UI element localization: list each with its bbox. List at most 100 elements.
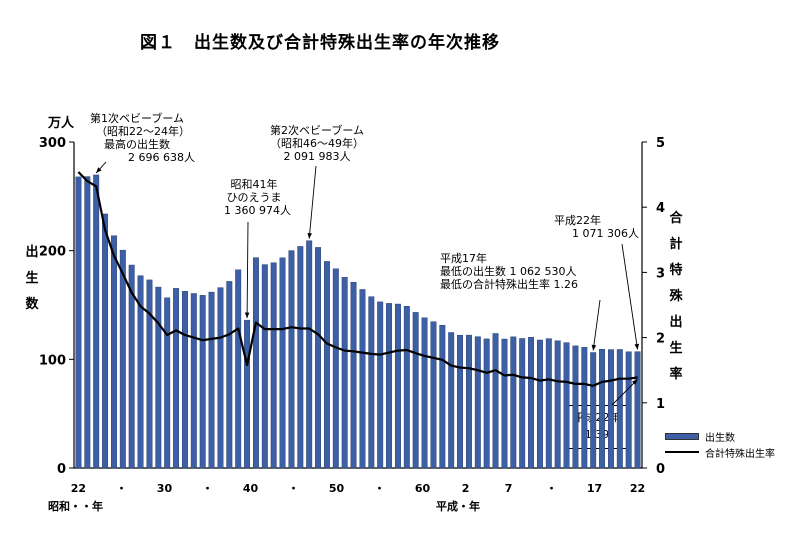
bar-S42 xyxy=(252,257,259,469)
bar-S48 xyxy=(306,240,313,469)
x-tick-label: 2 xyxy=(462,482,470,495)
bar-S50 xyxy=(323,261,330,469)
arrow-h22-rate xyxy=(611,379,638,406)
x-tick-label: ・ xyxy=(546,482,557,495)
bar-H21 xyxy=(625,351,632,469)
left-tick-label: 200 xyxy=(39,245,66,260)
bar-S24 xyxy=(93,174,100,469)
bar-S54 xyxy=(359,289,366,469)
right-tick-label: 3 xyxy=(656,266,665,281)
bar-S46 xyxy=(288,250,295,469)
arrow-h17 xyxy=(592,299,601,351)
bar-H7 xyxy=(501,338,508,469)
annotation-boom2: 第2次ベビーブーム （昭和46～49年） 2 091 983人 xyxy=(269,124,364,163)
bar-H10 xyxy=(528,337,535,469)
bar-H20 xyxy=(616,349,623,469)
left-tick-label: 300 xyxy=(39,136,66,151)
annotation-boom1: 第1次ベビーブーム （昭和22～24年） 最高の出生数 2 696 638人 xyxy=(90,112,195,164)
bar-S43 xyxy=(261,264,268,469)
bar-S27 xyxy=(119,249,126,469)
x-tick-label: ・ xyxy=(374,482,385,495)
bar-S57 xyxy=(386,303,393,469)
bar-S26 xyxy=(110,235,117,469)
rate-line xyxy=(77,171,638,387)
bar-S23 xyxy=(84,176,91,469)
bar-S31 xyxy=(155,286,162,469)
left-axis-label: 出生数 xyxy=(25,245,39,312)
right-axis-label: 合計特殊出生率 xyxy=(669,211,683,382)
bar-S38 xyxy=(217,287,224,469)
bar-H17 xyxy=(590,352,597,469)
x-tick-label: 17 xyxy=(587,482,602,495)
bar-S44 xyxy=(270,262,277,469)
bar-S52 xyxy=(341,277,348,469)
left-tick-label: 0 xyxy=(57,462,66,477)
bar-H19 xyxy=(607,349,614,469)
left-tick-label: 100 xyxy=(39,353,66,368)
x-tick-label: 40 xyxy=(243,482,259,495)
bar-H14 xyxy=(563,342,570,469)
bar-S58 xyxy=(394,303,401,469)
bar-S63 xyxy=(439,325,446,469)
x-era-heisei-label: 平成・年 xyxy=(436,500,480,513)
bar-S36 xyxy=(199,295,206,469)
bar-S49 xyxy=(315,247,322,469)
bar-S60 xyxy=(412,312,419,469)
bar-S32 xyxy=(164,297,171,469)
bar-H11 xyxy=(536,339,543,469)
legend-bar-swatch xyxy=(665,432,699,440)
chart-title: 図１ 出生数及び合計特殊出生率の年次推移 xyxy=(140,33,500,53)
annotation-h22: 平成22年 1 071 306人 xyxy=(554,214,639,240)
bar-S29 xyxy=(137,275,144,469)
right-tick-label: 2 xyxy=(656,332,665,347)
bar-H15 xyxy=(572,345,579,469)
annotation-hinoe: 昭和41年 ひのえうま 1 360 974人 xyxy=(224,178,291,217)
bar-S51 xyxy=(332,268,339,469)
bar-S33 xyxy=(173,288,180,469)
arrow-hinoe xyxy=(246,221,249,319)
bar-H12 xyxy=(545,338,552,469)
bar-S40 xyxy=(235,269,242,469)
bar-H13 xyxy=(554,340,561,469)
x-tick-label: 22 xyxy=(71,482,86,495)
x-tick-label: 7 xyxy=(505,482,513,495)
right-tick-label: 5 xyxy=(656,136,665,151)
legend: 出生数 合計特殊出生率 xyxy=(665,428,775,460)
bar-H1 xyxy=(448,332,455,469)
x-tick-label: ・ xyxy=(116,482,127,495)
bar-H16 xyxy=(581,347,588,469)
annotation-h17: 平成17年 最低の出生数 1 062 530人 最低の合計特殊出生率 1.26 xyxy=(440,252,578,291)
bar-S22 xyxy=(75,176,82,469)
bar-S62 xyxy=(430,321,437,469)
bar-H3 xyxy=(465,334,472,469)
x-era-showa-label: 昭和・・年 xyxy=(48,500,103,513)
bar-H18 xyxy=(599,349,606,469)
arrow-h22 xyxy=(621,243,639,350)
x-tick-label: ・ xyxy=(288,482,299,495)
bar-S61 xyxy=(421,317,428,469)
bar-S35 xyxy=(190,293,197,469)
right-tick-label: 0 xyxy=(656,462,665,477)
arrow-h22-head xyxy=(634,343,640,350)
arrow-boom1-head xyxy=(96,167,102,173)
arrow-boom2 xyxy=(308,165,317,239)
legend-item-births: 出生数 xyxy=(665,428,775,444)
bar-S55 xyxy=(368,296,375,469)
bar-S39 xyxy=(226,281,233,469)
left-axis-unit: 万人 xyxy=(48,116,75,131)
x-tick-label: 22 xyxy=(630,482,645,495)
bar-H22 xyxy=(634,351,641,469)
bar-H6 xyxy=(492,333,499,469)
bar-H2 xyxy=(457,335,464,469)
bar-H8 xyxy=(510,336,517,469)
x-tick-label: ・ xyxy=(202,482,213,495)
bar-S30 xyxy=(146,279,153,469)
right-tick-label: 1 xyxy=(656,397,665,412)
x-tick-label: 50 xyxy=(329,482,345,495)
arrow-boom2-head xyxy=(307,232,313,239)
bar-S25 xyxy=(102,213,109,469)
bar-H4 xyxy=(474,336,481,469)
arrow-h22-rate-head xyxy=(632,379,638,385)
bar-S28 xyxy=(128,264,135,469)
